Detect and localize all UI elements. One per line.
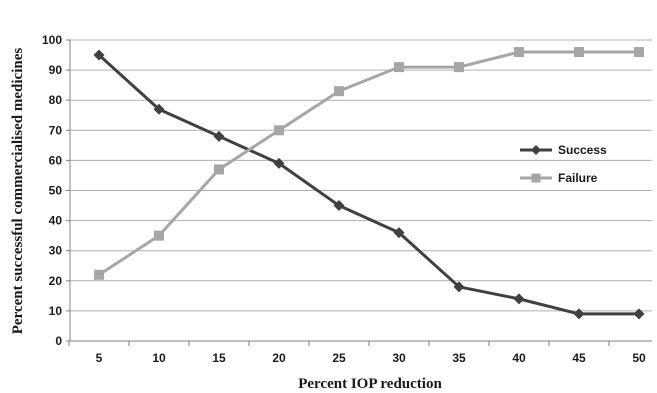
x-tick-label: 20 <box>272 351 286 365</box>
x-tick-label: 5 <box>96 351 103 365</box>
data-point <box>213 130 225 142</box>
data-point <box>531 145 541 155</box>
x-axis-ticks: 5 10 15 20 25 30 35 40 45 50 <box>68 341 646 365</box>
data-point <box>394 62 404 73</box>
gridlines <box>69 39 652 342</box>
data-point <box>333 200 345 212</box>
x-tick-label: 25 <box>332 351 346 365</box>
data-point <box>454 62 464 73</box>
y-tick-label: 0 <box>55 334 62 348</box>
data-point <box>334 86 344 97</box>
data-point <box>514 47 524 58</box>
legend-label: Success <box>558 143 607 157</box>
y-tick-label: 20 <box>49 274 63 288</box>
x-tick-label: 35 <box>452 351 466 365</box>
y-tick-label: 70 <box>49 123 63 137</box>
legend-entry-failure: Failure <box>520 171 598 185</box>
legend-label: Failure <box>558 171 598 185</box>
data-point <box>513 293 525 305</box>
data-point <box>154 230 164 241</box>
x-tick-label: 50 <box>632 351 646 365</box>
y-tick-label: 10 <box>49 304 63 318</box>
series-line <box>97 53 639 316</box>
y-tick-label: 30 <box>49 244 63 258</box>
data-point <box>453 281 465 293</box>
y-tick-label: 50 <box>49 184 63 198</box>
y-tick-label: 80 <box>49 93 63 107</box>
series-lines <box>93 47 645 320</box>
data-point <box>574 47 584 58</box>
x-tick-label: 15 <box>212 351 226 365</box>
data-point <box>634 47 644 58</box>
x-tick-label: 45 <box>572 351 586 365</box>
data-point <box>273 157 285 169</box>
data-point <box>274 125 284 136</box>
x-tick-label: 30 <box>392 351 406 365</box>
data-point <box>633 308 645 320</box>
data-point <box>531 173 541 183</box>
data-point <box>94 269 104 280</box>
y-tick-label: 100 <box>42 33 62 47</box>
y-tick-label: 40 <box>49 214 63 228</box>
legend: Success Failure <box>520 143 607 185</box>
x-tick-label: 40 <box>512 351 526 365</box>
y-tick-label: 60 <box>49 153 63 167</box>
series-success <box>93 49 645 320</box>
data-point <box>214 164 224 175</box>
data-point <box>93 49 105 61</box>
data-point <box>393 227 405 239</box>
y-axis-ticks: 0 10 20 30 40 50 60 70 80 90 100 <box>42 33 70 348</box>
legend-entry-success: Success <box>520 143 607 157</box>
x-tick-label: 10 <box>152 351 166 365</box>
y-tick-label: 90 <box>49 63 63 77</box>
series-line <box>98 50 639 277</box>
data-point <box>153 103 165 115</box>
x-axis-title: Percent IOP reduction <box>298 376 442 392</box>
series-failure <box>94 47 644 280</box>
y-axis-title: Percent successful commercialised medici… <box>10 48 26 335</box>
data-point <box>573 308 585 320</box>
